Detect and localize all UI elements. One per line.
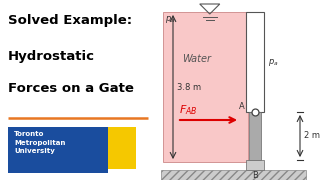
Text: $F_{AB}$: $F_{AB}$ [179, 103, 197, 117]
Bar [246, 160, 264, 170]
Text: 2 m: 2 m [304, 132, 320, 141]
Bar [249, 112, 261, 160]
Text: Forces on a Gate: Forces on a Gate [8, 82, 134, 95]
Text: Toronto
Metropolitan
University: Toronto Metropolitan University [14, 131, 65, 154]
Text: Solved Example:: Solved Example: [8, 14, 132, 27]
Bar [98, 127, 136, 169]
Text: $p_a$: $p_a$ [268, 57, 279, 68]
Text: Hydrostatic: Hydrostatic [8, 50, 95, 63]
Bar [163, 12, 248, 162]
Text: B: B [252, 171, 258, 180]
Bar [246, 12, 264, 112]
Text: 3.8 m: 3.8 m [177, 82, 201, 91]
Bar [8, 127, 108, 173]
Text: $p_a$: $p_a$ [165, 14, 176, 25]
Bar [161, 170, 306, 180]
Text: A: A [239, 102, 245, 111]
Text: Water: Water [182, 54, 212, 64]
